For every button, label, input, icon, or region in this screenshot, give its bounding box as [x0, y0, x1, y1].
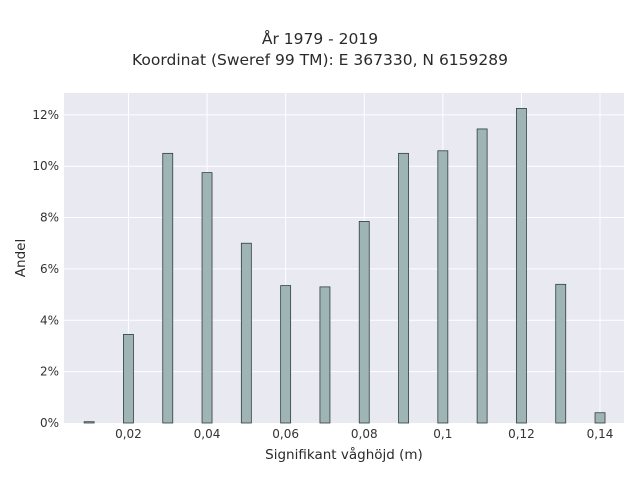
bar	[476, 128, 488, 424]
y-tick-label: 10%	[32, 159, 59, 173]
chart-title-line-2: Koordinat (Sweref 99 TM): E 367330, N 61…	[132, 51, 508, 69]
x-tick-label: 0,08	[351, 427, 378, 441]
y-tick-label: 12%	[32, 108, 59, 122]
bar	[516, 108, 527, 424]
y-tick-label: 6%	[40, 262, 59, 276]
bar	[83, 421, 95, 424]
y-tick-label: 8%	[40, 211, 59, 225]
y-axis-ticks: 0% 2% 4% 6% 8% 10% 12%	[32, 108, 59, 430]
bar	[201, 172, 213, 424]
bar	[123, 334, 134, 424]
bar	[319, 286, 331, 424]
x-axis-ticks: 0,02 0,04 0,06 0,08 0,1 0,12 0,14	[115, 427, 613, 441]
chart-title-line-1: År 1979 - 2019	[261, 30, 379, 48]
bar	[240, 242, 252, 424]
y-axis-label: Andel	[13, 238, 29, 278]
bar	[555, 283, 567, 424]
bar	[594, 412, 606, 424]
bar	[398, 152, 409, 424]
x-tick-label: 0,1	[433, 427, 452, 441]
bar	[358, 221, 370, 424]
bars	[83, 108, 606, 424]
x-axis-label: Signifikant våghöjd (m)	[265, 447, 423, 463]
x-tick-label: 0,06	[272, 427, 299, 441]
bar	[280, 285, 292, 424]
y-tick-label: 2%	[40, 365, 59, 379]
x-tick-label: 0,12	[508, 427, 535, 441]
bar	[162, 152, 174, 424]
y-tick-label: 4%	[40, 313, 59, 327]
plot-background	[64, 93, 624, 423]
x-tick-label: 0,02	[115, 427, 142, 441]
y-tick-label: 0%	[40, 416, 59, 430]
bar	[437, 150, 449, 424]
x-tick-label: 0,14	[587, 427, 614, 441]
x-tick-label: 0,04	[194, 427, 221, 441]
